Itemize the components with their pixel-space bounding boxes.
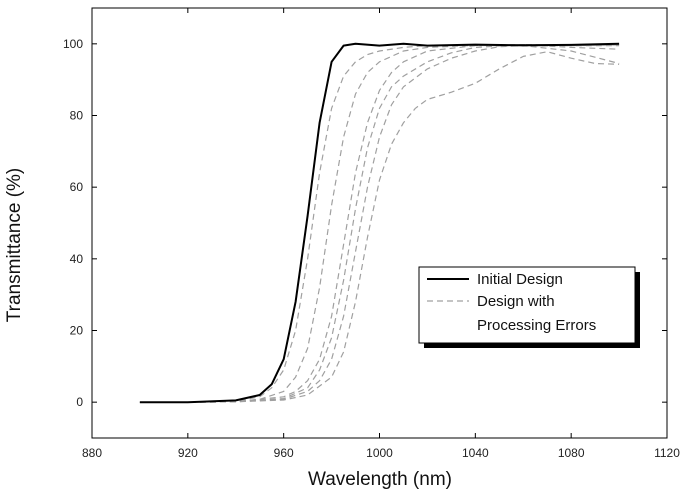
y-tick-label: 60 [70, 180, 84, 194]
x-axis-title: Wavelength (nm) [308, 469, 452, 490]
y-tick-label: 20 [70, 324, 84, 338]
series-line-processing-error-2 [139, 44, 620, 403]
y-tick-label: 0 [76, 395, 83, 409]
y-axis: 0 20 40 60 80 100 [63, 37, 667, 409]
legend-label-initial-design: Initial Design [477, 271, 563, 288]
x-tick-label: 1040 [462, 446, 489, 460]
series-line-processing-error-1 [139, 44, 620, 403]
series-line-processing-error-3 [139, 43, 620, 403]
y-tick-label: 100 [63, 37, 83, 51]
series-line-initial-design [139, 42, 620, 404]
x-tick-label: 1000 [366, 446, 393, 460]
y-axis-title: Transmittance (%) [4, 168, 25, 323]
legend: Initial Design Design with Processing Er… [418, 266, 640, 348]
x-tick-label: 960 [274, 446, 294, 460]
series-line-processing-error-5 [139, 44, 620, 403]
x-tick-label: 1120 [654, 446, 680, 460]
x-tick-label: 880 [82, 446, 102, 460]
y-tick-label: 80 [70, 109, 84, 123]
series-layer [139, 42, 620, 404]
legend-label-processing-errors-line2: Processing Errors [477, 317, 596, 334]
x-axis: 880 920 960 1000 1040 1080 1120 [82, 8, 680, 460]
y-tick-label: 40 [70, 252, 84, 266]
x-tick-label: 920 [178, 446, 198, 460]
legend-label-processing-errors-line1: Design with [477, 293, 555, 310]
series-line-processing-error-4 [139, 43, 620, 403]
plot-frame [91, 7, 668, 439]
series-line-processing-error-6 [139, 51, 620, 403]
x-tick-label: 1080 [558, 446, 585, 460]
plot-area [91, 7, 668, 439]
